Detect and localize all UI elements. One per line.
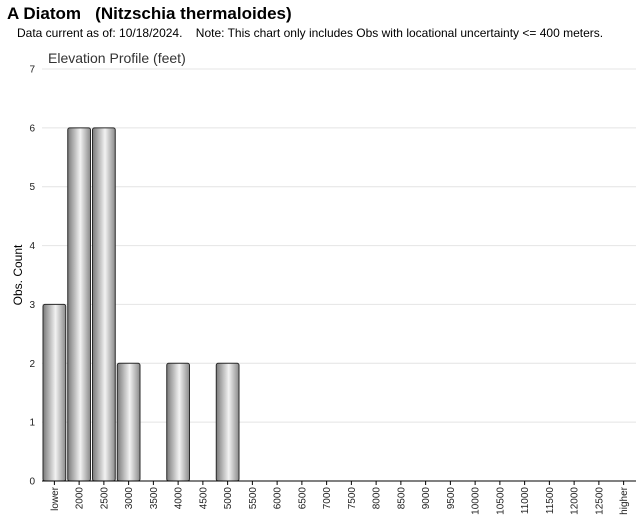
x-tick-label-5500: 5500 (248, 487, 259, 510)
x-tick-label-4500: 4500 (198, 487, 209, 510)
grid-lines (42, 68, 636, 423)
bars (42, 127, 240, 482)
x-tick-label-lower: lower (50, 486, 61, 511)
x-tick-label-7000: 7000 (322, 487, 333, 510)
y-tick-label: 0 (29, 477, 35, 488)
data-note: Data current as of: 10/18/2024. Note: Th… (17, 26, 604, 40)
x-tick-label-4000: 4000 (174, 487, 185, 510)
y-axis-label: Obs. Count (11, 244, 25, 305)
bar-lower (42, 303, 67, 482)
y-tick-label: 3 (29, 300, 35, 311)
x-tick-label-7500: 7500 (347, 487, 358, 510)
x-tick-label-higher: higher (619, 486, 630, 514)
y-tick-label: 4 (29, 241, 35, 252)
x-tick-label-12000: 12000 (570, 487, 581, 515)
y-tick-label: 2 (29, 359, 35, 370)
x-tick-label-12500: 12500 (594, 487, 605, 515)
x-tick-label-8000: 8000 (372, 487, 383, 510)
x-tick-label-9000: 9000 (421, 487, 432, 510)
x-tick-label-2000: 2000 (75, 487, 86, 510)
x-tick-label-3500: 3500 (149, 487, 160, 510)
x-tick-label-5000: 5000 (223, 487, 234, 510)
y-tick-label: 5 (29, 182, 35, 193)
y-tick-label: 6 (29, 123, 35, 134)
x-tick-label-11000: 11000 (520, 487, 531, 515)
y-tick-labels: 0 1 2 3 4 5 6 7 (29, 65, 35, 488)
y-tick-label: 1 (29, 418, 35, 429)
page-title: A Diatom (Nitzschia thermaloides) (7, 4, 292, 23)
x-tick-label-10000: 10000 (471, 487, 482, 515)
x-tick-label-10500: 10500 (495, 487, 506, 515)
y-tick-label: 7 (29, 65, 35, 76)
bar-2500 (92, 127, 116, 482)
chart-title: Elevation Profile (feet) (48, 50, 186, 66)
x-tick-label-2500: 2500 (99, 487, 110, 510)
x-tick-labels: lower 2000 2500 3000 3500 4000 4500 5000 5500 600… (50, 481, 630, 515)
bar-3000 (116, 362, 141, 482)
bar-2000 (67, 127, 91, 482)
x-tick-label-3000: 3000 (124, 487, 135, 510)
bar-4000 (166, 362, 190, 482)
x-tick-label-8500: 8500 (396, 487, 407, 510)
x-tick-label-11500: 11500 (545, 487, 556, 515)
x-tick-label-6500: 6500 (297, 487, 308, 510)
bar-5000 (215, 362, 240, 482)
x-tick-label-9500: 9500 (446, 487, 457, 510)
x-tick-label-6000: 6000 (273, 487, 284, 510)
